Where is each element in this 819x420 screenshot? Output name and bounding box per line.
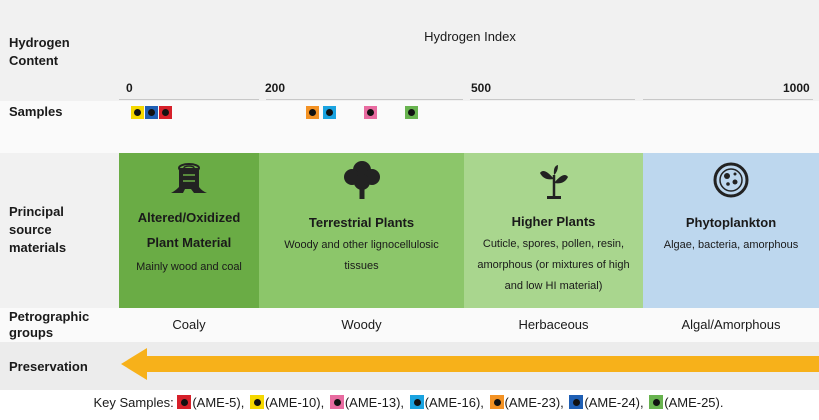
key-swatch [569,395,584,409]
key-item: (AME-16), [409,390,484,416]
key-label: (AME-25). [664,395,724,410]
axis-title: Hydrogen Index [424,29,516,44]
tick-label-500: 500 [471,81,492,95]
panel-description: Woody and other lignocellulosic [284,239,439,251]
panel-phytoplankton: Phytoplankton Algae, bacteria, amorphous [643,153,819,308]
microorganism-icon [713,162,749,198]
panel-title: Higher Plants [511,214,596,229]
axis-segment-1 [119,99,259,100]
tick-label-1000: 1000 [783,81,810,95]
petrographic-group: Coaly [172,317,206,332]
panel-description: tissues [344,260,379,272]
key-label: (AME-23), [504,395,564,410]
key-swatch [177,395,192,409]
sample-marker [145,106,158,119]
axis-segment-2 [266,99,463,100]
panel-altered-oxidized: Altered/Oxidized Plant Material Mainly w… [119,153,259,308]
axis-segment-3 [470,99,635,100]
key-label: (AME-5), [192,395,245,410]
panel-terrestrial-plants: Terrestrial Plants Woody and other ligno… [259,153,464,308]
tree-stump-icon [171,163,207,193]
petrographic-row [0,308,819,342]
panel-description: and low HI material) [504,280,603,292]
petrographic-groups-label: Petrographic groups [9,309,90,340]
panel-title: Altered/Oxidized [137,210,241,225]
hydrogen-content-label: Hydrogen Content [9,35,70,68]
key-label: (AME-24), [584,395,644,410]
sprout-icon [539,165,568,199]
panel-title: Terrestrial Plants [308,215,415,230]
key-row [0,390,819,420]
key-item: (AME-24), [569,390,644,416]
key-item: (AME-5), [177,390,244,416]
key-swatch [409,395,424,409]
sample-marker [159,106,172,119]
sample-marker [405,106,418,119]
panel-description: Algae, bacteria, amorphous [663,239,799,251]
key-swatch [249,395,264,409]
panel-description: Cuticle, spores, pollen, resin, [482,238,625,250]
key-swatch [489,395,504,409]
sample-marker [323,106,336,119]
key-samples-legend: Key Samples: (AME-5), (AME-10), (AME-13)… [0,390,819,420]
sample-marker [364,106,377,119]
key-item: (AME-23), [489,390,564,416]
petrographic-group: Algal/Amorphous [681,317,781,332]
key-label: (AME-10), [264,395,325,410]
key-item: (AME-10), [249,390,325,416]
panel-title: Phytoplankton [685,215,777,230]
samples-label: Samples [9,104,63,119]
key-prefix: Key Samples: [93,395,174,410]
tick-label-0: 0 [126,81,133,95]
panel-description: Mainly wood and coal [136,261,242,273]
panel-higher-plants: Higher Plants Cuticle, spores, pollen, r… [464,153,643,308]
sample-marker [131,106,144,119]
source-materials-label: Principal source materials [9,204,67,255]
petrographic-group: Herbaceous [518,317,589,332]
header-row [0,0,819,101]
sample-marker [306,106,319,119]
key-label: (AME-13), [344,395,405,410]
key-item: (AME-13), [329,390,405,416]
key-swatch [649,395,664,409]
key-item: (AME-25). [649,390,723,416]
tick-label-200: 200 [265,81,286,95]
preservation-label: Preservation [9,359,88,374]
tree-icon [343,161,380,199]
preservation-arrow [121,348,819,380]
axis-segment-4 [643,99,813,100]
panel-title: Plant Material [146,235,232,250]
petrographic-group: Woody [341,317,382,332]
panel-description: amorphous (or mixtures of high [477,259,630,271]
key-swatch [329,395,344,409]
key-label: (AME-16), [424,395,484,410]
